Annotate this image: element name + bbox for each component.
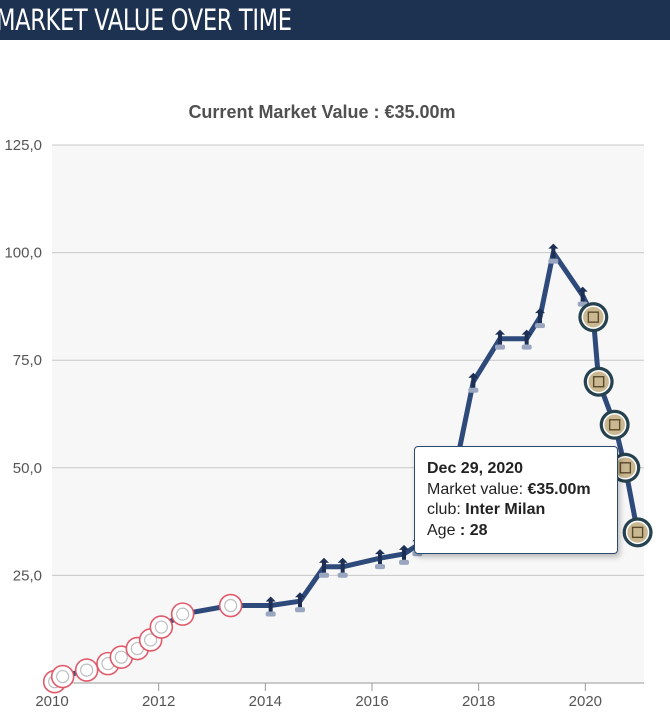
tooltip-club: club: Inter Milan bbox=[427, 501, 546, 518]
tottenham-crest-base bbox=[521, 344, 532, 350]
inter-crest-mark bbox=[608, 419, 621, 431]
x-tick-label: 2010 bbox=[35, 693, 68, 710]
tottenham-crest-icon bbox=[535, 308, 545, 324]
tottenham-crest-base bbox=[265, 611, 276, 617]
tottenham-crest-icon bbox=[295, 592, 305, 608]
section-title: MARKET VALUE OVER TIME bbox=[0, 3, 292, 37]
ajax-crest-icon bbox=[149, 615, 174, 639]
ajax-crest-inner bbox=[114, 650, 128, 664]
inter-crest-inner bbox=[586, 369, 611, 394]
y-tick-label: 125,0 bbox=[4, 137, 42, 154]
tottenham-crest-base bbox=[535, 323, 545, 329]
y-tick-label: 100,0 bbox=[4, 245, 42, 262]
ajax-crest-icon bbox=[218, 593, 243, 618]
tottenham-crest-icon bbox=[375, 549, 385, 565]
ajax-crest-inner bbox=[176, 607, 190, 621]
x-tick-label: 2016 bbox=[355, 693, 388, 710]
y-tick-label: 75,0 bbox=[13, 352, 42, 369]
inter-crest-mark bbox=[587, 311, 600, 323]
x-tick-label: 2014 bbox=[249, 693, 282, 710]
tottenham-crest-base bbox=[319, 572, 329, 578]
x-tick-label: 2018 bbox=[462, 693, 495, 710]
inter-crest-mark bbox=[619, 462, 632, 474]
tottenham-crest-icon bbox=[319, 557, 329, 573]
y-tick-label: 25,0 bbox=[13, 567, 42, 584]
tottenham-crest-base bbox=[375, 564, 385, 570]
ajax-crest-inner bbox=[144, 633, 158, 647]
inter-crest-inner bbox=[581, 305, 606, 329]
ajax-crest-icon bbox=[170, 602, 195, 626]
tooltip-date: Dec 29, 2020 bbox=[427, 460, 524, 477]
tottenham-crest-base bbox=[495, 344, 505, 350]
x-tick-label: 2020 bbox=[569, 693, 602, 710]
y-tick-label: 50,0 bbox=[13, 460, 42, 477]
section-header: MARKET VALUE OVER TIME bbox=[0, 0, 670, 40]
ajax-crest-icon bbox=[74, 658, 99, 682]
tottenham-crest-icon bbox=[337, 557, 348, 573]
ajax-crest-inner bbox=[56, 669, 70, 684]
tottenham-crest-icon bbox=[265, 596, 276, 612]
tooltip-market-value: Market value: €35.00m bbox=[427, 480, 591, 498]
tottenham-crest-base bbox=[337, 572, 348, 578]
chart-tooltip: Dec 29, 2020 Market value: €35.00m club:… bbox=[414, 446, 618, 554]
tottenham-crest-icon bbox=[495, 329, 505, 345]
tottenham-crest-icon bbox=[577, 286, 588, 302]
tooltip-age: Age : 28 bbox=[427, 521, 488, 539]
inter-crest-mark bbox=[631, 526, 644, 539]
ajax-crest-inner bbox=[224, 598, 238, 613]
tottenham-crest-icon bbox=[399, 544, 409, 560]
chart-title: Current Market Value : €35.00m bbox=[188, 102, 456, 122]
tottenham-crest-base bbox=[548, 258, 559, 264]
ajax-crest-inner bbox=[154, 620, 168, 634]
tottenham-crest-icon bbox=[548, 243, 559, 259]
ajax-crest-icon bbox=[50, 664, 75, 689]
tottenham-crest-base bbox=[295, 607, 305, 613]
ajax-crest-inner bbox=[80, 663, 94, 677]
tottenham-crest-base bbox=[468, 387, 479, 393]
inter-crest-mark bbox=[592, 376, 605, 388]
inter-crest-inner bbox=[625, 520, 650, 545]
tottenham-crest-icon bbox=[521, 329, 532, 345]
plot-area bbox=[52, 145, 644, 683]
tottenham-crest-icon bbox=[468, 372, 479, 388]
tottenham-crest-base bbox=[399, 559, 409, 565]
x-tick-label: 2012 bbox=[142, 693, 175, 710]
inter-crest-inner bbox=[602, 413, 627, 437]
